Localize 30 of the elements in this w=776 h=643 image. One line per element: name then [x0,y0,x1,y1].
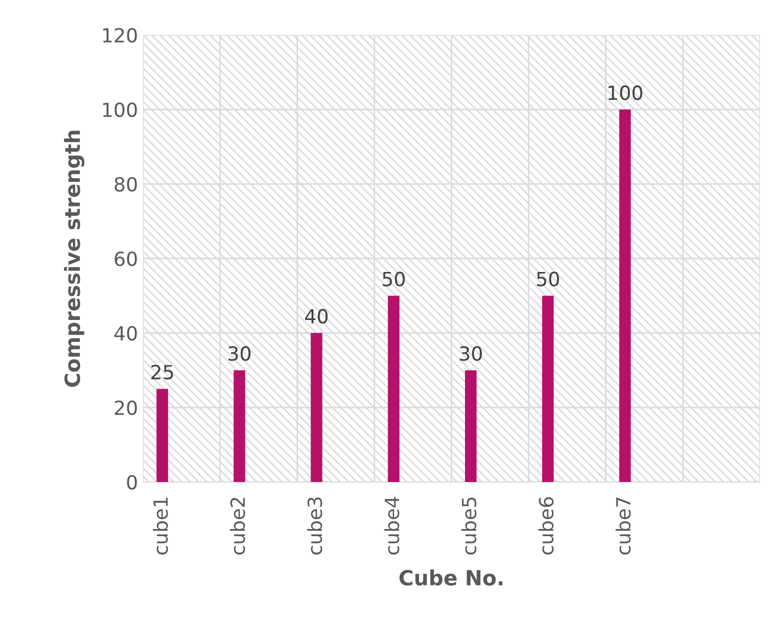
data-label: 30 [460,346,482,361]
data-label: 50 [382,272,405,286]
x-axis-title: Cube No. [400,569,502,586]
y-tick-label: 0 [127,474,137,490]
x-tick-label: cube2 [230,498,246,555]
bar [619,110,631,482]
y-tick-label: 100 [103,102,137,118]
bar [542,296,554,482]
y-tick-label: 120 [103,28,137,43]
data-label: 40 [305,308,328,324]
data-label: 100 [608,85,642,100]
x-tick-label: cube6 [538,497,554,555]
bar [388,296,400,482]
y-axis-title: Compressive strength [64,130,84,387]
data-label: 25 [151,364,173,380]
y-tick-label: 60 [114,251,137,266]
y-tick-label: 80 [114,176,137,192]
bar [310,333,322,482]
data-label: 50 [537,272,559,286]
data-label: 30 [228,346,250,361]
bar [156,388,168,482]
bar [464,370,477,482]
x-tick-label: cube3 [307,497,322,555]
x-tick-label: cube4 [384,496,400,555]
y-tick-label: 20 [114,400,137,416]
x-tick-label: cube1 [152,498,168,555]
y-tick-label: 40 [114,326,137,341]
x-tick-label: cube7 [616,498,631,555]
bar [234,370,246,482]
x-tick-label: cube5 [461,498,476,555]
